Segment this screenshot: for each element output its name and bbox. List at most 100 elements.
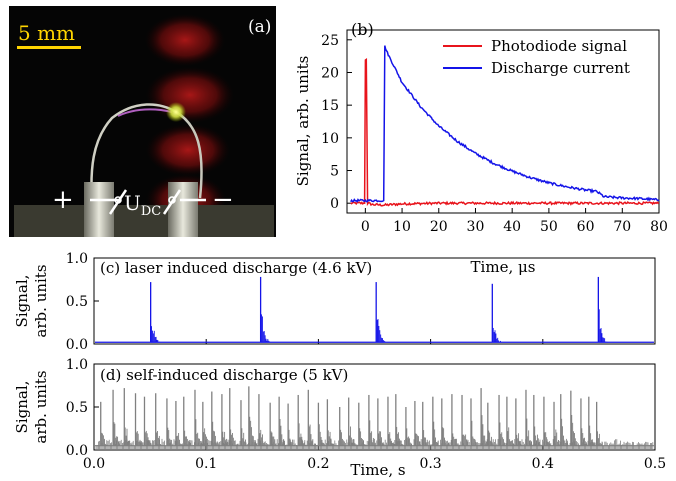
chart-b-y-tick-label: 0 <box>330 196 339 212</box>
chart-d-peak <box>560 394 569 446</box>
chart-d-peak <box>553 401 561 446</box>
chart-b-y-ticks: 0 5 10 15 20 25 <box>321 33 352 212</box>
chart-b-x-tick-label: 60 <box>577 219 595 235</box>
chart-d-peak <box>596 401 603 446</box>
chart-d-peak <box>229 388 238 446</box>
chart-b-x-ticks: 0 10 20 30 40 50 60 70 80 <box>361 208 668 235</box>
chart-d-peak <box>470 398 477 446</box>
chart-d-x-tick-label: 0.5 <box>644 456 666 472</box>
plus-sign: + <box>52 185 74 215</box>
chart-d-peak <box>377 398 386 446</box>
chart-d-peak <box>515 398 522 446</box>
chart-d-y-axis-label-line1: Signal, <box>13 381 31 434</box>
chart-d-peak <box>441 398 450 446</box>
chart-c-y-tick-label: 0.0 <box>66 337 88 353</box>
electrode-holder-right <box>168 182 198 237</box>
chart-d-peak <box>461 394 469 446</box>
scale-bar <box>17 46 81 49</box>
chart-d-y-tick-label: 0.5 <box>66 400 88 416</box>
chart-b-x-tick-label: 10 <box>393 219 411 235</box>
spark-spot <box>166 102 186 122</box>
terminal-left-icon <box>114 196 122 204</box>
chart-d-peak <box>202 401 211 446</box>
chart-c-y-axis-label-line2: arb. units <box>32 264 50 337</box>
chart-d-x-tick-label: 0.4 <box>532 456 554 472</box>
laser-glow <box>145 14 234 226</box>
chart-d-peak <box>348 397 357 446</box>
chart-d-peak <box>258 394 268 446</box>
chart-c-y-axis-label-line1: Signal, <box>13 275 31 328</box>
chart-d-peak <box>339 407 346 446</box>
chart-b-y-tick-label: 15 <box>321 98 339 114</box>
chart-d-peak <box>183 396 191 446</box>
chart-d-y-ticks: 0.0 0.5 1.0 <box>66 357 99 459</box>
chart-d-peak <box>414 400 422 446</box>
chart-d-peak <box>248 386 257 446</box>
minus-sign: − <box>212 185 234 215</box>
legend-label-discharge: Discharge current <box>491 59 630 77</box>
chart-d-peak <box>498 394 507 446</box>
chart-c-peak <box>491 283 501 343</box>
chart-d-peak <box>307 389 317 446</box>
chart-b-x-tick-label: 40 <box>503 219 521 235</box>
mount-base <box>14 205 274 237</box>
switch-slash-left <box>108 189 128 215</box>
chart-b-x-tick-label: 0 <box>361 219 370 235</box>
chart-b-y-tick-label: 25 <box>321 33 339 49</box>
chart-b-y-axis-label: Signal, arb. units <box>294 56 312 187</box>
chart-b-x-tick-label: 70 <box>613 219 631 235</box>
chart-c-plot-area <box>95 276 654 343</box>
photo-background <box>9 6 276 237</box>
wire-electrode-left <box>90 103 177 206</box>
chart-d-peak <box>100 401 108 446</box>
chart-d-plot-area <box>95 386 654 450</box>
series-discharge-line <box>350 45 660 203</box>
chart-c-panel-label: (c) laser induced discharge (4.6 kV) <box>100 259 372 277</box>
chart-d-y-tick-label: 1.0 <box>66 357 88 373</box>
panel-a-label: (a) <box>248 17 271 37</box>
chart-b-x-axis-label: Time, μs <box>471 258 536 276</box>
terminal-right-icon <box>168 196 176 204</box>
chart-d-panel-label: (d) self-induced discharge (5 kV) <box>100 366 348 384</box>
chart-c-y-tick-label: 0.5 <box>66 294 88 310</box>
chart-b-panel-label: (b) <box>351 20 374 39</box>
chart-d-x-ticks: 0.0 0.1 0.2 0.3 0.4 0.5 <box>83 445 666 472</box>
chart-d-x-tick-label: 0.2 <box>307 456 329 472</box>
chart-b-x-tick-label: 30 <box>467 219 485 235</box>
chart-b-x-tick-label: 80 <box>650 219 668 235</box>
chart-d-peak <box>112 389 120 446</box>
chart-b-plot-area <box>350 45 660 207</box>
chart-d-peak <box>297 394 306 446</box>
chart-d-peak <box>525 389 534 446</box>
chart-d-peak <box>287 403 295 446</box>
chart-b-x-tick-label: 20 <box>430 219 448 235</box>
chart-b-legend: Photodiode signal Discharge current <box>443 37 630 77</box>
chart-d-x-tick-label: 0.0 <box>83 456 105 472</box>
chart-b: 0 10 20 30 40 50 60 70 80 0 5 10 15 20 25 (b) Time, μ… <box>294 20 668 276</box>
chart-b-frame <box>346 29 660 214</box>
chart-d: 0.0 0.1 0.2 0.3 0.4 0.5 0.0 0.5 1.0 (d) self-in… <box>13 357 666 479</box>
chart-c-peak <box>375 282 386 343</box>
chart-d-peak <box>278 396 287 446</box>
chart-d-peak <box>358 402 367 446</box>
chart-d-peak <box>570 390 580 446</box>
voltage-label: UDC <box>124 191 161 219</box>
chart-b-y-tick-label: 10 <box>321 131 339 147</box>
switch-slash-right <box>162 189 182 215</box>
chart-d-peak <box>155 393 162 446</box>
chart-d-y-tick-label: 0.0 <box>66 443 88 459</box>
chart-c-peak <box>597 276 608 343</box>
chart-d-peak <box>326 399 336 446</box>
chart-c-y-tick-label: 1.0 <box>66 251 88 267</box>
chart-d-peak <box>143 396 153 446</box>
chart-d-peak <box>211 391 220 446</box>
chart-b-y-tick-label: 20 <box>321 65 339 81</box>
chart-c-peak <box>150 282 161 343</box>
chart-d-y-axis-label-line2: arb. units <box>32 370 50 443</box>
chart-c-x-ticks <box>93 339 656 344</box>
panel-a-photo: (a) 5 mm + − UDC <box>9 6 276 237</box>
chart-d-peak <box>422 401 429 446</box>
chart-d-x-tick-label: 0.1 <box>195 456 217 472</box>
chart-d-peak <box>123 388 133 446</box>
